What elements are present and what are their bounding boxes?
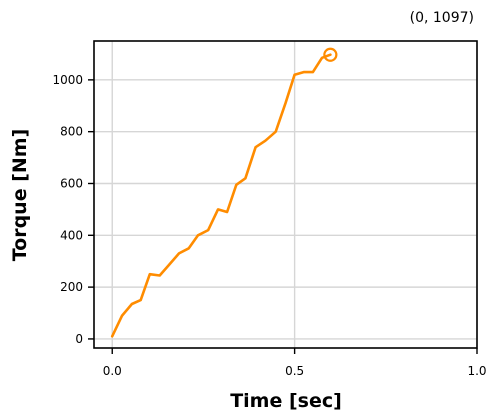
x-tick-label: 1.0: [467, 364, 486, 378]
y-tick-label: 800: [60, 125, 83, 139]
y-tick-label: 600: [60, 176, 83, 190]
x-tick-label: 0.0: [103, 364, 122, 378]
y-axis-title: Torque [Nm]: [9, 129, 31, 262]
y-tick-label: 400: [60, 228, 83, 242]
x-tick-label: 0.5: [285, 364, 304, 378]
y-tick-label: 0: [75, 332, 83, 346]
y-tick-label: 1000: [52, 73, 83, 87]
grid: [94, 41, 478, 348]
highlight-point-marker: [323, 47, 338, 62]
corner-readout: (0, 1097): [410, 10, 474, 26]
series: [110, 47, 338, 338]
plot-frame: [93, 40, 478, 349]
y-tick-label: 200: [60, 280, 83, 294]
ticks: 0.0 0.5 1.0 0 200 400 600 800 1000: [52, 73, 486, 378]
x-axis-title: Time [sec]: [230, 390, 342, 412]
torque-series-line: [110, 53, 332, 338]
